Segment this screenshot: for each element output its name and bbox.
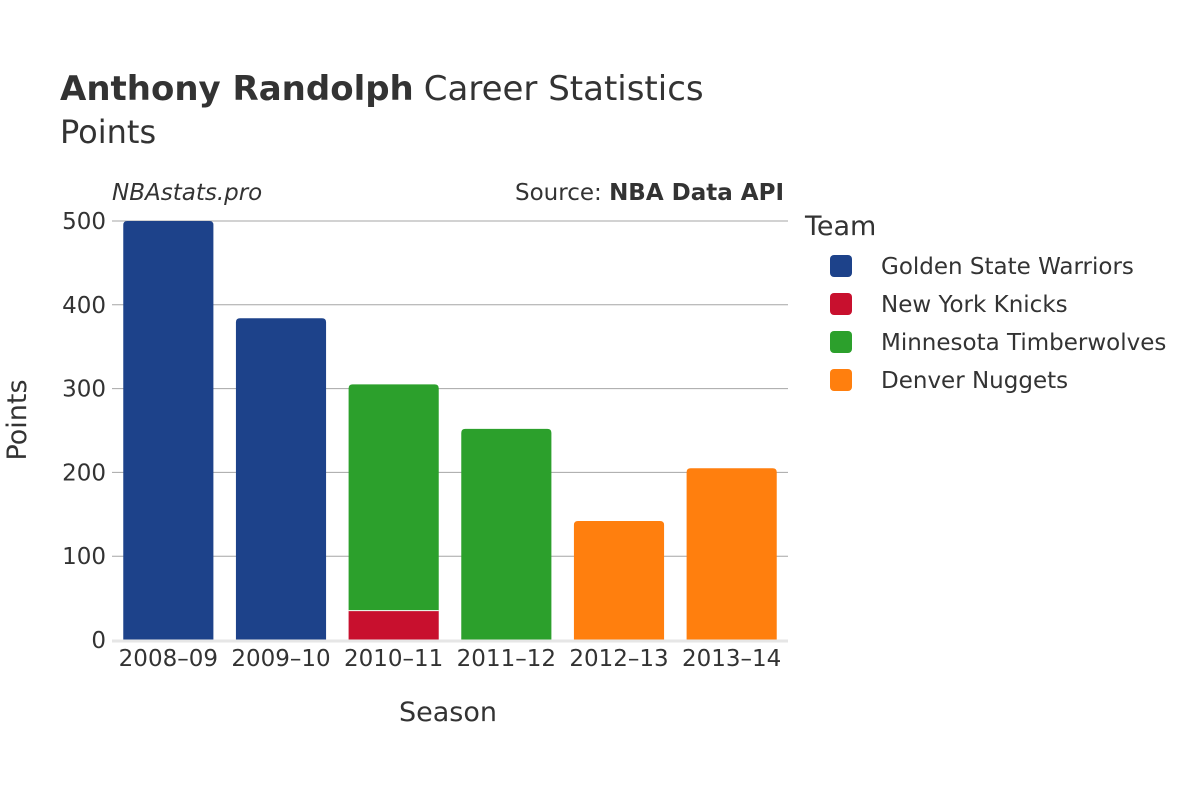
gridlines bbox=[112, 220, 788, 557]
x-axis-ticks: 2008–09 2009–10 2010–11 2011–12 2012–13 2013–… bbox=[119, 646, 782, 672]
source-name: NBA Data API bbox=[609, 180, 784, 206]
y-tick-label: 300 bbox=[62, 377, 106, 403]
chart-title: Anthony Randolph Career Statistics bbox=[60, 69, 704, 109]
chart-subtitle: Points bbox=[60, 113, 156, 151]
legend: Team Golden State Warriors New York Knick… bbox=[804, 211, 1166, 394]
legend-label-golden-state-warriors: Golden State Warriors bbox=[881, 254, 1134, 280]
legend-swatch-new-york-knicks bbox=[830, 293, 852, 315]
source-prefix: Source: bbox=[515, 180, 609, 206]
x-tick-label: 2009–10 bbox=[231, 646, 330, 672]
bar-new-york-knicks-2010–11 bbox=[348, 610, 439, 640]
bar-golden-state-warriors-2008–09 bbox=[123, 221, 214, 640]
legend-label-new-york-knicks: New York Knicks bbox=[881, 292, 1068, 318]
x-tick-label: 2013–14 bbox=[682, 646, 781, 672]
bar-golden-state-warriors-2009–10 bbox=[235, 318, 327, 640]
y-tick-label: 200 bbox=[62, 460, 106, 486]
y-tick-label: 0 bbox=[91, 628, 106, 654]
legend-label-denver-nuggets: Denver Nuggets bbox=[881, 368, 1068, 394]
legend-label-minnesota-timberwolves: Minnesota Timberwolves bbox=[881, 330, 1166, 356]
bar-denver-nuggets-2012–13 bbox=[573, 521, 665, 640]
x-tick-label: 2012–13 bbox=[569, 646, 668, 672]
chart-title-bold: Anthony Randolph bbox=[60, 69, 414, 109]
source-text: Source: NBA Data API bbox=[515, 180, 784, 206]
y-axis-title: Points bbox=[2, 379, 33, 460]
bar-minnesota-timberwolves-2011–12 bbox=[461, 428, 552, 640]
legend-title: Team bbox=[804, 211, 876, 242]
legend-swatch-golden-state-warriors bbox=[830, 255, 852, 277]
y-tick-label: 500 bbox=[62, 209, 106, 235]
y-tick-label: 100 bbox=[62, 544, 106, 570]
legend-swatch-denver-nuggets bbox=[830, 369, 852, 391]
watermark-text: NBAstats.pro bbox=[112, 180, 262, 206]
x-tick-label: 2011–12 bbox=[457, 646, 556, 672]
x-tick-label: 2008–09 bbox=[119, 646, 218, 672]
y-axis-ticks: 0 100 200 300 400 500 bbox=[62, 209, 106, 654]
bar-minnesota-timberwolves-2010–11 bbox=[348, 384, 439, 611]
legend-swatch-minnesota-timberwolves bbox=[830, 331, 852, 353]
chart-title-rest: Career Statistics bbox=[424, 69, 704, 109]
y-tick-label: 400 bbox=[62, 293, 106, 319]
bar-denver-nuggets-2013–14 bbox=[686, 468, 777, 640]
x-tick-label: 2010–11 bbox=[344, 646, 443, 672]
bars bbox=[123, 221, 777, 640]
x-axis-title: Season bbox=[399, 697, 497, 728]
